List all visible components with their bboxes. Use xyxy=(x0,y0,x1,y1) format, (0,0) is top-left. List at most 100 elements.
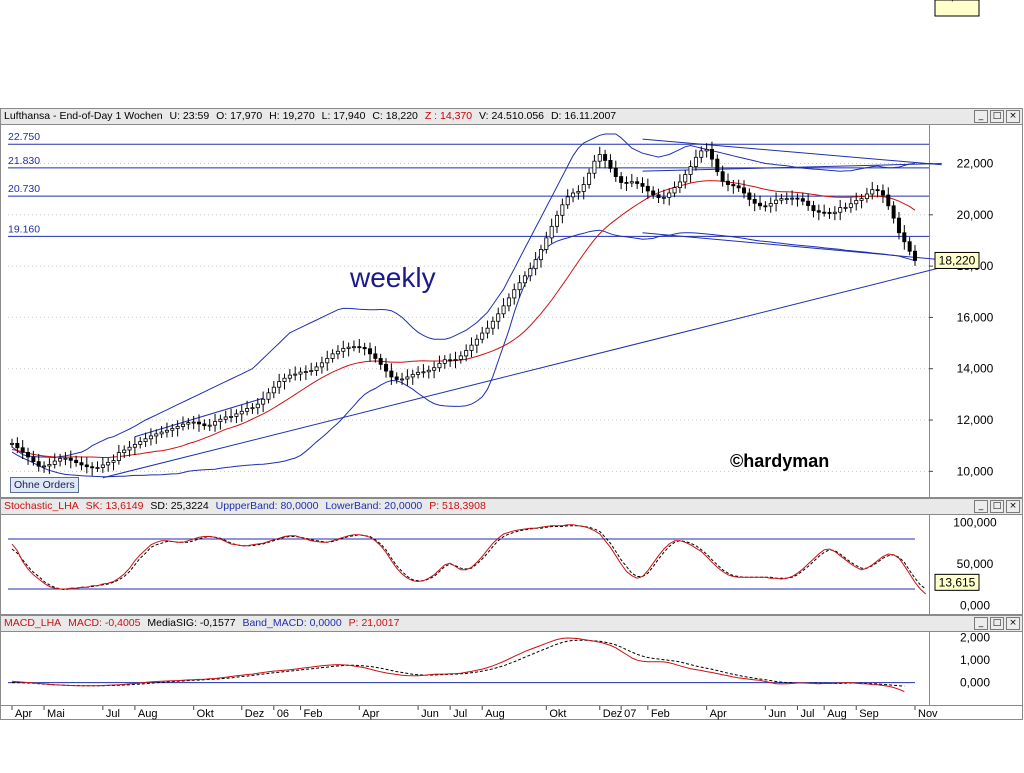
candle-body xyxy=(832,211,837,214)
candle-body xyxy=(667,192,672,198)
candle-body xyxy=(576,191,581,194)
time-tick-label: Nov xyxy=(918,708,938,720)
candle-body xyxy=(768,203,773,207)
candle-body xyxy=(180,423,185,427)
maximize-button[interactable]: □ xyxy=(990,110,1004,123)
candle-body xyxy=(725,180,730,185)
macd-maximize-button[interactable]: □ xyxy=(990,617,1004,630)
candle-body xyxy=(603,154,608,161)
candle-body xyxy=(811,205,816,212)
stochastic-sk-line xyxy=(11,524,927,595)
candle-body xyxy=(100,464,105,468)
candle-body xyxy=(389,370,394,378)
upper-channel-line xyxy=(642,138,942,166)
candle-body xyxy=(816,210,821,213)
candle-body xyxy=(784,198,789,201)
candle-body xyxy=(143,438,148,442)
pane-frame-1 xyxy=(0,514,1023,615)
candle-body xyxy=(629,181,634,184)
candle-body xyxy=(469,344,474,351)
candle-body xyxy=(36,461,41,467)
weekly-annotation: weekly xyxy=(350,262,436,293)
candle-body xyxy=(410,373,415,378)
candle-body xyxy=(367,348,372,355)
stoch-sk: SK: 13,6149 xyxy=(85,500,144,512)
candle-body xyxy=(715,158,720,173)
macd-tick-label: 0,000 xyxy=(960,676,990,690)
candle-body xyxy=(127,446,132,451)
candle-body xyxy=(20,447,25,453)
candle-body xyxy=(736,185,741,189)
minimize-button[interactable]: _ xyxy=(974,110,988,123)
pane-frame-0 xyxy=(0,124,1023,498)
high-value: H: 19,270 xyxy=(269,110,315,122)
macd-tick-label: 2,000 xyxy=(960,631,990,645)
macd-close-button[interactable]: × xyxy=(1006,617,1020,630)
stoch-close-button[interactable]: × xyxy=(1006,500,1020,513)
candle-body xyxy=(378,358,383,365)
instrument-name: Lufthansa - End-of-Day 1 Wochen xyxy=(4,110,163,122)
candle-body xyxy=(501,305,506,315)
price-tick-label: 12,000 xyxy=(957,413,994,427)
time-tick-label: Jun xyxy=(421,708,439,720)
candle-body xyxy=(426,369,431,373)
close-button[interactable]: × xyxy=(1006,110,1020,123)
upper-bollinger-band xyxy=(11,133,916,459)
candle-body xyxy=(758,202,763,207)
stoch-minimize-button[interactable]: _ xyxy=(974,500,988,513)
candle-body xyxy=(138,441,143,445)
stoch-upper: UppperBand: 80,0000 xyxy=(215,500,319,512)
ohne-orders-button[interactable]: Ohne Orders xyxy=(10,477,79,493)
stoch-maximize-button[interactable]: □ xyxy=(990,500,1004,513)
candle-body xyxy=(309,370,314,372)
candle-body xyxy=(635,181,640,184)
candle-body xyxy=(880,190,885,196)
stochastic-pane-header: Stochastic_LHA SK: 13,6149 SD: 25,3224 U… xyxy=(4,498,490,514)
time-tick-label: Aug xyxy=(138,708,158,720)
candle-body xyxy=(437,362,442,369)
candle-body xyxy=(448,359,453,362)
candle-body xyxy=(298,371,303,375)
candle-body xyxy=(560,204,565,216)
candle-body xyxy=(335,350,340,355)
main-pane-header: Lufthansa - End-of-Day 1 Wochen U: 23:59… xyxy=(4,108,620,124)
date-value: D: 16.11.2007 xyxy=(550,110,617,122)
candle-body xyxy=(677,181,682,188)
main-window-buttons: _ □ × xyxy=(974,110,1020,123)
candle-body xyxy=(15,442,20,449)
stochastic-tick-label: 0,000 xyxy=(960,599,990,613)
candle-body xyxy=(26,451,31,458)
candle-body xyxy=(458,355,463,360)
candle-body xyxy=(827,212,832,214)
candle-body xyxy=(640,183,645,187)
candle-body xyxy=(555,214,560,227)
candle-body xyxy=(314,366,319,371)
volume-value: V: 24.510.056 xyxy=(479,110,545,122)
lower-bollinger-band xyxy=(11,229,916,478)
candle-body xyxy=(709,148,714,160)
time-tick-label: Dez xyxy=(603,708,623,720)
candle-body xyxy=(565,196,570,206)
stoch-window-buttons: _ □ × xyxy=(974,500,1020,513)
candle-body xyxy=(47,464,52,467)
candle-body xyxy=(913,250,918,261)
price-tick-label: 16,000 xyxy=(957,310,994,324)
candle-body xyxy=(848,203,853,208)
candle-body xyxy=(111,460,116,463)
candle-body xyxy=(549,225,554,239)
time-tick-label: Apr xyxy=(710,708,727,720)
candle-body xyxy=(186,422,191,425)
time-tick-label: Jul xyxy=(800,708,814,720)
candle-body xyxy=(886,194,891,207)
candle-body xyxy=(891,205,896,219)
candle-body xyxy=(774,199,779,204)
candle-body xyxy=(164,429,169,433)
macd-name: MACD_LHA xyxy=(4,617,62,629)
macd-minimize-button[interactable]: _ xyxy=(974,617,988,630)
horizontal-level-label: 19.160 xyxy=(8,223,40,235)
time-tick-label: Okt xyxy=(197,708,214,720)
candle-body xyxy=(303,371,308,373)
candle-body xyxy=(624,182,629,184)
